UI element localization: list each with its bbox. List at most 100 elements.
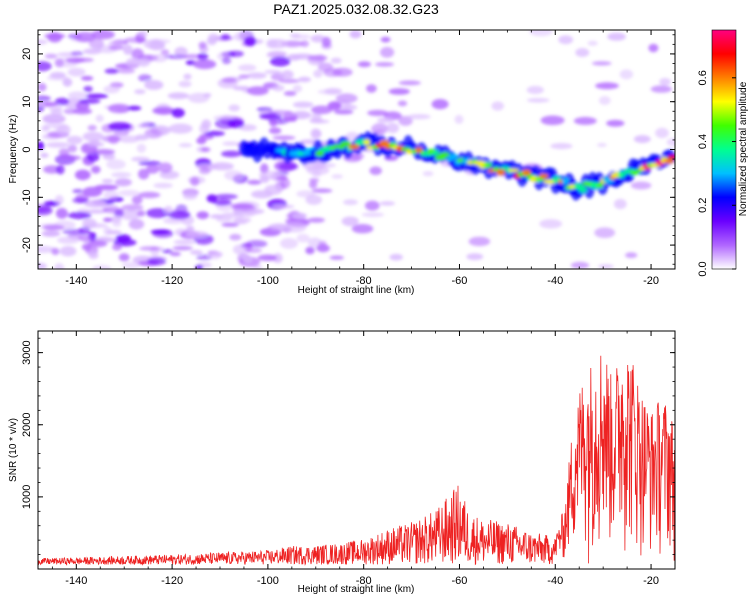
noise-blob <box>83 85 93 93</box>
noise-blob <box>422 171 434 177</box>
noise-blob <box>407 114 431 120</box>
noise-blob <box>575 48 590 57</box>
noise-blob <box>389 253 403 261</box>
noise-blob <box>182 192 198 200</box>
noise-blob <box>228 104 240 112</box>
noise-blob <box>72 197 89 204</box>
noise-blob <box>380 46 395 58</box>
spectrogram-x-axis: -140 -120 -100 -80 -60 -40 -20 <box>51 30 676 287</box>
noise-blob <box>246 86 269 96</box>
noise-blob <box>131 195 143 205</box>
noise-blob <box>172 246 193 251</box>
snr-x-tick-label: -120 <box>161 575 183 587</box>
noise-blob <box>152 106 176 115</box>
noise-blob <box>138 74 152 82</box>
noise-blob <box>103 190 119 201</box>
noise-blob <box>342 104 358 111</box>
noise-blob <box>204 130 225 137</box>
noise-blob <box>529 30 553 37</box>
spectrogram-y-tick-label: -20 <box>21 237 33 253</box>
noise-blob <box>84 199 107 208</box>
noise-blob <box>173 239 196 245</box>
ridge-core <box>363 139 371 146</box>
noise-blob <box>121 261 141 269</box>
noise-blob <box>375 62 394 67</box>
noise-blob <box>46 75 70 81</box>
noise-blob <box>269 118 278 127</box>
noise-blob <box>227 118 245 129</box>
noise-blob <box>171 108 185 118</box>
noise-blob <box>203 93 212 98</box>
noise-blob <box>308 181 318 189</box>
noise-blob <box>137 57 150 67</box>
noise-blob <box>650 85 672 93</box>
snr-x-tick-label: -40 <box>547 575 563 587</box>
noise-blob <box>117 68 136 74</box>
noise-blob <box>196 137 207 145</box>
colorbar-bar <box>712 30 736 269</box>
noise-blob <box>77 235 92 242</box>
noise-blob <box>300 40 309 48</box>
noise-blob <box>380 36 391 43</box>
noise-blob <box>268 127 282 134</box>
noise-blob <box>74 57 94 63</box>
snr-x-tick-label: -60 <box>452 575 468 587</box>
noise-blob <box>138 191 161 199</box>
noise-blob <box>124 37 147 43</box>
noise-blob <box>468 236 491 247</box>
noise-blob <box>210 214 225 219</box>
noise-blob <box>123 44 133 55</box>
noise-blob <box>138 160 162 166</box>
spectrogram-x-tick-label: -140 <box>65 275 87 287</box>
noise-blob <box>264 184 283 196</box>
noise-blob <box>331 174 344 179</box>
noise-blob <box>151 53 168 63</box>
noise-blob <box>56 236 80 244</box>
noise-blob <box>108 40 126 47</box>
ridge-core <box>337 145 346 150</box>
noise-blob <box>625 252 638 259</box>
noise-blob <box>38 83 47 92</box>
noise-blob <box>85 93 109 99</box>
noise-blob <box>54 263 65 269</box>
noise-blob <box>213 115 232 121</box>
noise-blob <box>214 193 238 200</box>
snr-x-axis-label: Height of straight line (km) <box>298 584 415 595</box>
ridge-core <box>561 178 569 185</box>
noise-blob <box>351 224 374 234</box>
noise-blob <box>292 101 314 108</box>
noise-blob <box>127 105 142 111</box>
noise-blob <box>238 124 257 131</box>
noise-blob <box>311 170 322 178</box>
noise-blob <box>82 131 104 142</box>
figure-title: PAZ1.2025.032.08.32.G23 <box>273 1 439 17</box>
spectrogram-y-tick-label: -10 <box>21 189 33 205</box>
noise-blob <box>281 70 294 79</box>
noise-blob <box>386 122 400 134</box>
noise-blob <box>570 261 590 269</box>
noise-blob <box>38 141 45 150</box>
noise-blob <box>238 74 250 79</box>
noise-blob <box>91 30 115 40</box>
noise-blob <box>329 255 344 260</box>
noise-blob <box>272 253 283 264</box>
noise-blob <box>335 93 358 104</box>
noise-blob <box>114 178 132 187</box>
noise-blob <box>54 97 70 106</box>
noise-blob <box>357 61 371 68</box>
noise-blob <box>573 116 597 125</box>
noise-blob <box>264 69 282 74</box>
noise-blob <box>598 96 611 105</box>
noise-blob <box>526 98 550 103</box>
ridge-core <box>596 182 604 188</box>
noise-blob <box>398 115 413 126</box>
snr-y-tick-label: 2000 <box>21 413 33 437</box>
noise-blob <box>183 73 192 80</box>
noise-blob <box>193 59 217 70</box>
noise-blob <box>206 37 217 46</box>
noise-blob <box>242 254 252 263</box>
noise-blob <box>272 204 295 209</box>
noise-blob <box>41 230 61 237</box>
noise-blob <box>595 82 619 90</box>
noise-blob <box>38 61 52 72</box>
